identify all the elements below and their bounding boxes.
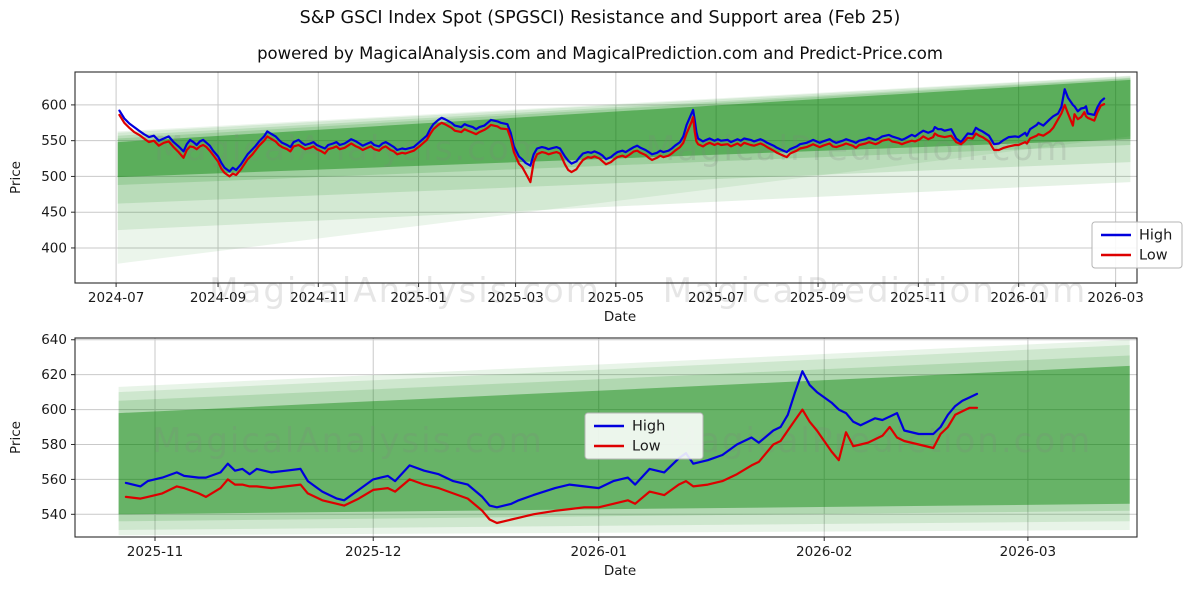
legend-box [584, 412, 704, 460]
bottom-legend: High Low [584, 412, 704, 460]
legend-label: Low [1139, 248, 1168, 264]
support-resistance-band [117, 77, 1131, 204]
bottom-high-line [124, 370, 979, 509]
tick-label-x: 2025-07 [688, 290, 744, 306]
top-ticks [71, 104, 1117, 287]
legend-label: Low [632, 439, 661, 455]
support-resistance-band [117, 75, 1131, 264]
tick-label-y: 560 [41, 472, 67, 488]
support-resistance-band [117, 78, 1131, 185]
top-xaxis-label: Date [604, 309, 636, 325]
tick-label-x: 2026-01 [571, 544, 627, 560]
bottom-tick-labels: 540 560 580 600 620 640 2025-11 2025-12 2026-01 2… [41, 332, 1056, 560]
tick-label-y: 600 [41, 402, 67, 418]
top-yaxis-label: Price [8, 161, 24, 194]
tick-label-x: 2024-11 [290, 290, 346, 306]
bottom-ticks [71, 339, 1029, 541]
tick-label-y: 580 [41, 437, 67, 453]
legend-label: High [1139, 228, 1172, 244]
tick-label-x: 2025-05 [588, 290, 644, 306]
top-grid [75, 72, 1137, 283]
top-plot-border [74, 71, 1138, 284]
tick-label-x: 2026-02 [796, 544, 852, 560]
tick-label-y: 640 [41, 332, 67, 348]
tick-label-y: 540 [41, 507, 67, 523]
tick-label-x: 2025-12 [345, 544, 401, 560]
top-legend: High Low [1091, 221, 1183, 269]
tick-label-x: 2025-11 [127, 544, 183, 560]
bottom-chart: MagicalAnalysis.com MagicalPrediction.com… [8, 332, 1138, 579]
bottom-plot-border [74, 337, 1138, 538]
tick-label-y: 500 [41, 169, 67, 185]
watermark-text: MagicalAnalysis.com [209, 271, 601, 311]
tick-label-x: 2025-11 [890, 290, 946, 306]
tick-label-y: 600 [41, 97, 67, 113]
figure-title: S&P GSCI Index Spot (SPGSCI) Resistance … [299, 8, 901, 28]
watermark-text: MagicalPrediction.com [663, 271, 1088, 311]
support-resistance-band [117, 79, 1131, 178]
bottom-xaxis-label: Date [604, 563, 636, 579]
tick-label-y: 450 [41, 205, 67, 221]
watermark-text: MagicalPrediction.com [668, 421, 1093, 461]
watermark-text: MagicalPrediction.com [646, 129, 1071, 169]
top-bands [117, 75, 1131, 264]
tick-label-x: 2025-09 [790, 290, 846, 306]
tick-label-x: 2026-01 [990, 290, 1046, 306]
tick-label-y: 550 [41, 133, 67, 149]
bottom-yaxis-label: Price [8, 421, 24, 454]
legend-label: High [632, 419, 665, 435]
tick-label-x: 2025-03 [487, 290, 543, 306]
bottom-low-line [124, 406, 979, 525]
tick-label-x: 2024-09 [190, 290, 246, 306]
figure-subtitle: powered by MagicalAnalysis.com and Magic… [257, 44, 943, 63]
tick-label-x: 2026-03 [1000, 544, 1056, 560]
tick-label-x: 2024-07 [88, 290, 144, 306]
tick-label-x: 2026-03 [1087, 290, 1143, 306]
tick-label-y: 620 [41, 367, 67, 383]
top-high-line [118, 88, 1106, 173]
legend-box [1091, 221, 1183, 269]
top-chart: MagicalAnalysis.com MagicalPrediction.com… [8, 71, 1183, 325]
support-resistance-band [117, 76, 1131, 231]
watermark-text: MagicalAnalysis.com [152, 421, 544, 461]
top-low-line [118, 103, 1106, 184]
tick-label-x: 2025-01 [390, 290, 446, 306]
tick-label-y: 400 [41, 240, 67, 256]
top-tick-labels: 400 450 500 550 600 2024-07 2024-09 2024-11 2025… [41, 97, 1144, 306]
